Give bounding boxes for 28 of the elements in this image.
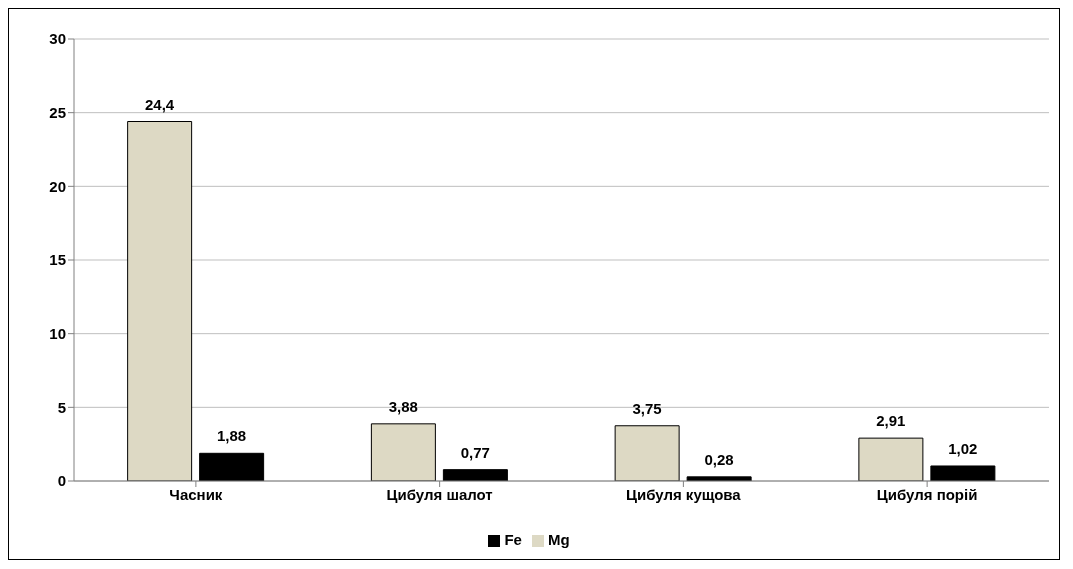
x-tick-label: Цибуля шалот (386, 485, 493, 503)
bar (930, 465, 996, 481)
x-tick-label: Цибуля порій (876, 485, 978, 503)
x-tick-label: Цибуля кущова (626, 485, 742, 503)
data-label: 3,75 (632, 399, 662, 417)
data-label: 0,28 (704, 450, 734, 468)
bar (199, 452, 265, 481)
y-tick-label: 20 (49, 177, 66, 195)
bar (858, 437, 924, 481)
y-tick-label: 30 (49, 30, 66, 48)
data-label: 1,88 (217, 427, 247, 445)
y-tick-label: 25 (49, 103, 66, 121)
bar (127, 121, 193, 481)
y-tick-label: 15 (49, 251, 66, 269)
data-label: 24,4 (145, 95, 175, 113)
legend-label: Fe (504, 531, 522, 548)
data-label: 3,88 (388, 397, 418, 415)
y-tick-label: 5 (57, 398, 66, 416)
bar (614, 425, 680, 481)
x-tick-label: Часник (169, 485, 223, 503)
legend-label: Mg (547, 531, 570, 548)
data-label: 0,77 (460, 443, 490, 461)
data-label: 1,02 (948, 439, 978, 457)
y-tick-label: 10 (49, 324, 66, 342)
y-tick-label: 0 (57, 472, 66, 490)
bar (442, 469, 508, 481)
data-label: 2,91 (876, 412, 906, 430)
bar (370, 423, 436, 481)
